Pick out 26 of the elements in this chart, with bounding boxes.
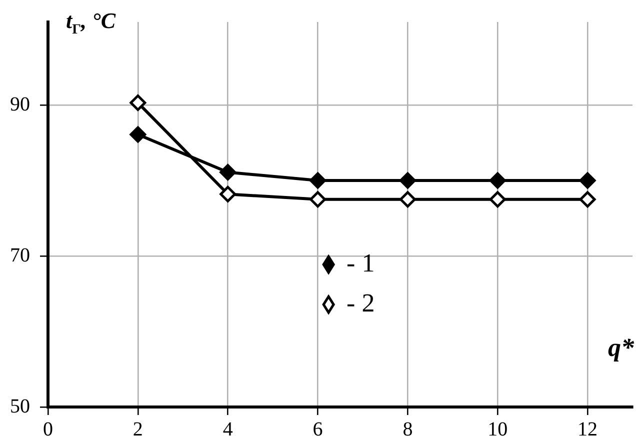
x-tick-label: 10 (488, 418, 508, 440)
y-axis-title: t$_{Г}$, °C (66, 8, 116, 38)
point (310, 172, 326, 189)
x-tick-label: 6 (312, 418, 323, 440)
point (399, 191, 416, 208)
y-tick-label: 50 (10, 395, 30, 418)
point (579, 172, 596, 189)
x-tick-label: 4 (222, 418, 233, 440)
point (220, 164, 236, 180)
point (220, 186, 236, 202)
point (489, 172, 506, 189)
legend-label: - 2 (346, 288, 375, 318)
point (399, 172, 416, 189)
y-tick-label: 70 (10, 244, 30, 266)
legend-label: - 1 (346, 248, 375, 278)
x-tick-label: 0 (43, 418, 53, 440)
point (310, 191, 326, 208)
x-tick-label: 2 (132, 418, 143, 440)
y-tick-label: 90 (10, 93, 30, 116)
x-axis-title: q* (608, 333, 634, 363)
point (579, 191, 596, 208)
point (130, 94, 146, 112)
x-tick-label: 12 (578, 418, 598, 440)
point (130, 126, 146, 143)
x-tick-label: 8 (402, 418, 413, 440)
point (489, 191, 506, 208)
